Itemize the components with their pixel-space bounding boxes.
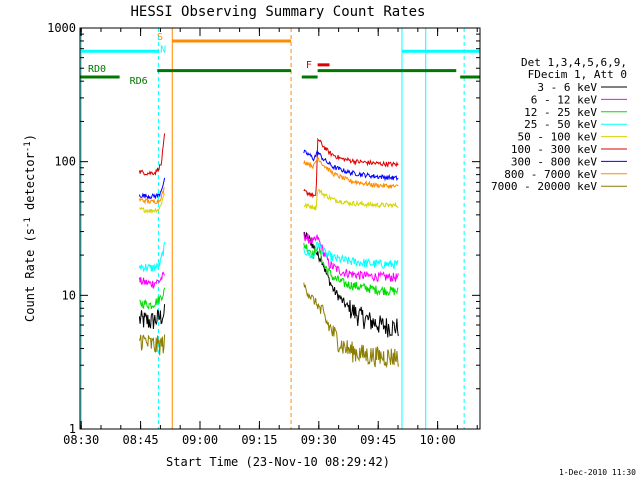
series-line-6-segment-0 [138,177,166,200]
chart-title: HESSI Observing Summary Count Rates [130,4,425,20]
label-n: N [160,45,166,56]
plot-frame [79,27,481,430]
legend-entry-label: 300 - 800 keV [511,155,597,168]
series-line-1-segment-0 [138,271,166,290]
legend-entry-label: 800 - 7000 keV [504,168,597,181]
x-tick-label: 09:15 [241,433,277,447]
series-line-8-segment-0 [138,334,166,356]
series-line-4-segment-1 [303,188,399,211]
y-tick-label: 10 [62,288,76,302]
legend-entry-label: 3 - 6 keV [537,81,597,94]
legend-entry-label: 50 - 100 keV [518,131,598,144]
series-line-2-segment-1 [303,243,399,297]
label-rd6: RD6 [130,76,148,87]
y-axis-label: Count Rate (s-1 detector-1) [23,134,37,322]
y-label-part: ) [23,134,37,141]
legend-entry-label: 6 - 12 keV [531,93,598,106]
y-label-part: Count Rate (s [23,228,37,322]
y-tick-label: 1 [69,422,76,436]
series-line-8-segment-1 [303,282,399,369]
series-line-6-segment-1 [303,149,399,182]
y-label-superscript: -1 [23,141,33,152]
legend-entry-label: 12 - 25 keV [524,106,597,119]
series-line-0-segment-0 [138,304,166,330]
legend: Det 1,3,4,5,6,9,FDecim 1, Att 03 - 6 keV… [491,56,627,193]
y-tick-label: 100 [54,155,76,169]
x-tick-label: 09:30 [301,433,337,447]
series-line-7-segment-1 [303,157,399,190]
series-line-5-segment-1 [303,137,399,199]
series-line-4-segment-0 [139,193,166,215]
x-axis-label: Start Time (23-Nov-10 08:29:42) [166,455,390,469]
y-label-superscript: -1 [23,217,33,228]
series-line-3-segment-0 [138,241,166,272]
x-tick-label: 09:00 [182,433,218,447]
legend-entry-label: 100 - 300 keV [511,143,597,156]
plot-area: SN F RD0 RD6 1 10 100 1000 08:30 08:45 09:00 09:15 0… [47,21,481,447]
series-line-0-segment-1 [303,231,399,338]
y-label-part: detector [23,152,37,217]
legend-entry-label: 7000 - 20000 keV [491,180,597,193]
y-tick-label: 1000 [47,21,76,35]
legend-header: Det 1,3,4,5,6,9, [521,56,627,69]
plot-content: SN F RD0 RD6 [80,28,480,429]
x-tick-label: 08:45 [123,433,159,447]
label-s: S [157,32,163,43]
label-f: F [306,60,312,71]
footer-timestamp: 1-Dec-2010 11:30 [559,468,636,477]
label-rd0: RD0 [88,64,106,75]
series-line-2-segment-0 [139,287,166,310]
x-tick-label: 09:45 [360,433,396,447]
legend-header: FDecim 1, Att 0 [528,68,627,81]
series-line-1-segment-1 [303,232,399,283]
x-tick-label: 10:00 [420,433,456,447]
legend-entry-label: 25 - 50 keV [524,118,597,131]
series-line-3-segment-1 [303,241,399,270]
series-line-5-segment-0 [138,133,166,176]
series-line-7-segment-0 [138,187,166,205]
x-tick-label: 08:30 [63,433,99,447]
